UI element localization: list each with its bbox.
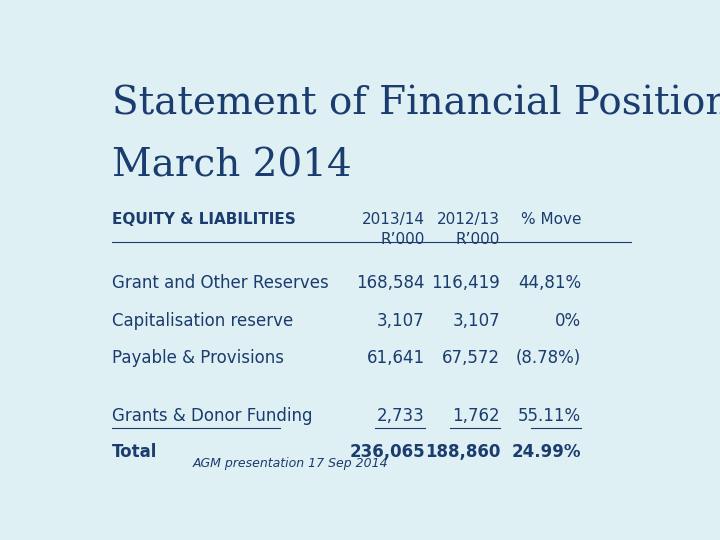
Text: 1,762: 1,762	[452, 407, 500, 425]
Text: 2,733: 2,733	[377, 407, 425, 425]
Text: Total: Total	[112, 443, 158, 461]
Text: EQUITY & LIABILITIES: EQUITY & LIABILITIES	[112, 212, 296, 227]
Text: 24.99%: 24.99%	[511, 443, 581, 461]
Text: Payable & Provisions: Payable & Provisions	[112, 349, 284, 367]
Text: (8.78%): (8.78%)	[516, 349, 581, 367]
Text: Statement of Financial Position: Statement of Financial Position	[112, 85, 720, 123]
Text: 236,065: 236,065	[349, 443, 425, 461]
Text: 2012/13
R’000: 2012/13 R’000	[437, 212, 500, 247]
Text: 188,860: 188,860	[425, 443, 500, 461]
Text: AGM presentation 17 Sep 2014: AGM presentation 17 Sep 2014	[193, 457, 389, 470]
Text: March 2014: March 2014	[112, 148, 352, 185]
Text: 67,572: 67,572	[442, 349, 500, 367]
Text: Capitalisation reserve: Capitalisation reserve	[112, 312, 294, 329]
Text: 61,641: 61,641	[366, 349, 425, 367]
Text: 0%: 0%	[555, 312, 581, 329]
Text: 168,584: 168,584	[356, 274, 425, 292]
Text: 2013/14
R’000: 2013/14 R’000	[362, 212, 425, 247]
Text: Grant and Other Reserves: Grant and Other Reserves	[112, 274, 329, 292]
Text: 55.11%: 55.11%	[518, 407, 581, 425]
Text: 44,81%: 44,81%	[518, 274, 581, 292]
Text: 3,107: 3,107	[377, 312, 425, 329]
Text: 116,419: 116,419	[431, 274, 500, 292]
Text: % Move: % Move	[521, 212, 581, 227]
Text: 3,107: 3,107	[452, 312, 500, 329]
Text: Grants & Donor Funding: Grants & Donor Funding	[112, 407, 312, 425]
